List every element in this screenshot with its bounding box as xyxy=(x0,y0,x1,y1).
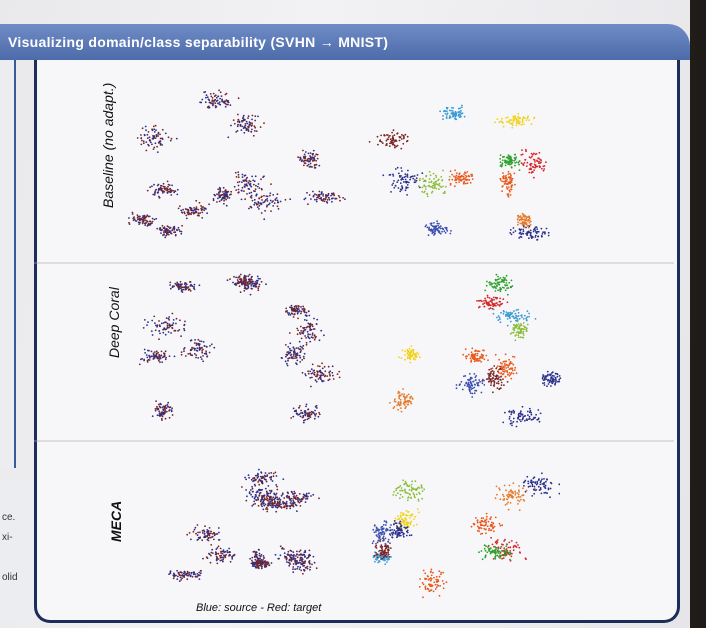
tsne-plot-deepcoral-domain xyxy=(138,273,341,424)
left-text-fragment: olid xyxy=(2,572,18,583)
left-text-fragment: xi- xyxy=(2,532,13,543)
left-text-fragment: ce. xyxy=(2,512,16,523)
left-panel-edge xyxy=(0,48,16,468)
tsne-plot-deepcoral-class xyxy=(389,273,562,428)
tsne-plot-baseline-class xyxy=(368,104,550,241)
row-label-baseline: Baseline (no adapt.) xyxy=(100,82,116,208)
tsne-plot-meca-domain xyxy=(168,468,320,582)
tsne-plot-meca-class xyxy=(371,472,560,599)
figure-panel xyxy=(34,60,680,623)
tsne-plot-baseline-domain xyxy=(128,89,346,239)
section-header xyxy=(0,24,690,60)
row-label-meca: MECA xyxy=(108,500,124,542)
row-label-deep-coral: Deep Coral xyxy=(106,287,122,358)
paper-fold xyxy=(34,440,674,442)
figure-caption: Blue: source - Red: target xyxy=(196,602,322,614)
section-title: Visualizing domain/class separability (S… xyxy=(8,34,389,50)
paper-fold xyxy=(34,262,674,264)
